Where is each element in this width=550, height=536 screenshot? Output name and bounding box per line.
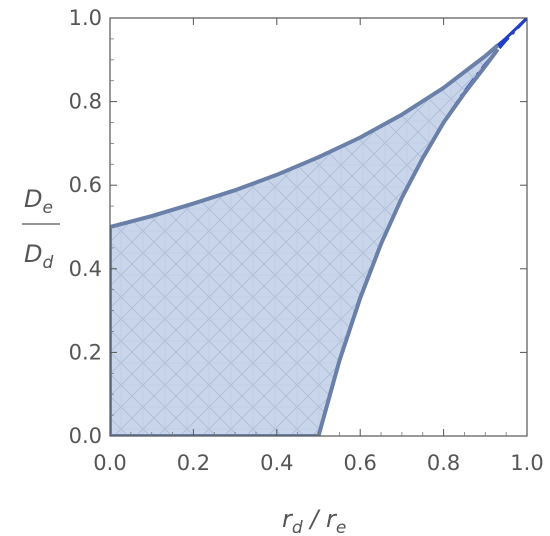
- x-tick-label: 0.8: [427, 451, 460, 475]
- region-upper-outline: [110, 43, 500, 229]
- y-tick-label: 1.0: [69, 6, 102, 30]
- y-label-den-main: D: [24, 240, 42, 268]
- x-label-sep: /: [303, 505, 326, 533]
- y-label-num-sub: e: [42, 198, 52, 218]
- svg-text:Dd: Dd: [24, 240, 53, 273]
- y-axis-label: De Dd: [22, 185, 60, 273]
- x-tick-label: 1.0: [510, 451, 543, 475]
- x-label-main2: r: [326, 505, 338, 533]
- y-label-num-main: D: [24, 185, 42, 213]
- x-label-sub2: e: [336, 518, 346, 536]
- x-tick-label: 0.6: [343, 451, 376, 475]
- y-tick-label: 0.4: [69, 257, 102, 281]
- y-tick-label: 0.2: [69, 340, 102, 364]
- shaded-region-hatch: [110, 45, 498, 436]
- region-lower-outline: [110, 48, 500, 436]
- x-label-sub: d: [292, 518, 303, 536]
- svg-text:De: De: [24, 185, 53, 218]
- x-tick-label: 0.4: [260, 451, 293, 475]
- y-tick-label: 0.6: [69, 173, 102, 197]
- x-axis-label: rd / re: [282, 505, 346, 536]
- x-tick-label: 0.0: [93, 451, 126, 475]
- x-label-main: r: [282, 505, 294, 533]
- y-label-den-sub: d: [42, 253, 53, 273]
- x-tick-label: 0.2: [177, 451, 210, 475]
- y-tick-label: 0.0: [69, 424, 102, 448]
- y-tick-label: 0.8: [69, 90, 102, 114]
